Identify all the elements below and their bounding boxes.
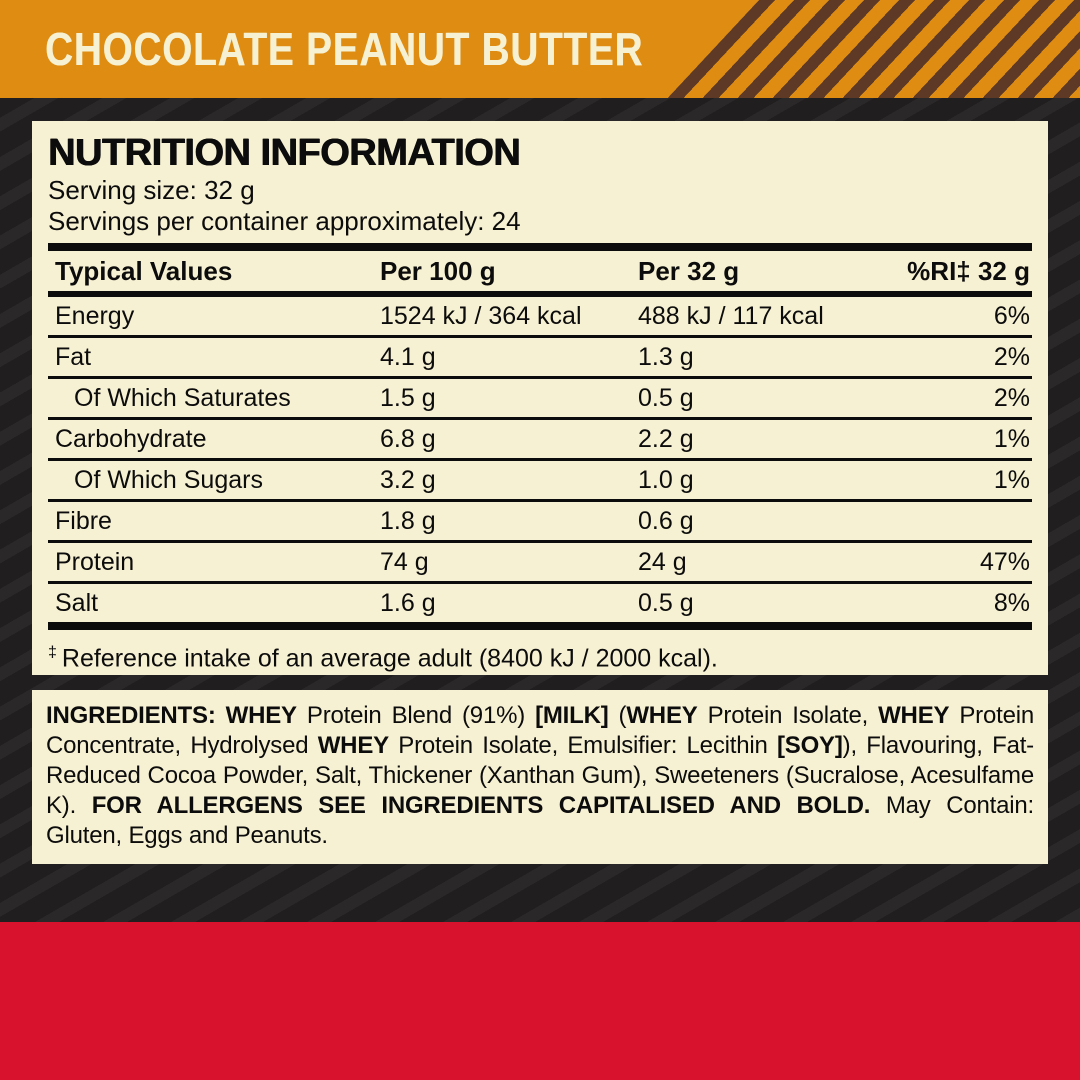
per-32g-value: 1.3 g <box>638 342 694 371</box>
ingredients-bold-segment: WHEY <box>317 732 389 759</box>
red-band <box>0 922 1080 1080</box>
flavor-title-wrap: CHOCOLATE PEANUT BUTTER <box>45 0 757 98</box>
ingredients-bold-segment: WHEY <box>626 702 698 729</box>
per-100g-value: 1.8 g <box>380 506 436 535</box>
footnote-text: Reference intake of an average adult (84… <box>61 644 718 673</box>
ingredients-bold-segment: WHEY <box>878 702 950 729</box>
ri-value: 2% <box>993 342 1030 371</box>
ingredients-segment: ( <box>608 702 627 729</box>
per-32g-value: 24 g <box>638 547 687 576</box>
per-32g-value: 1.0 g <box>638 465 694 494</box>
ingredients-segment: Protein Isolate, <box>697 702 879 729</box>
per-32g-value: 0.5 g <box>638 588 694 617</box>
nutrient-name: Protein <box>55 547 135 576</box>
nutrient-name: Fibre <box>55 506 112 535</box>
per-100g-value: 74 g <box>380 547 429 576</box>
per-32g-value: 488 kJ / 117 kcal <box>638 301 824 330</box>
ingredients-bold-segment: [SOY] <box>776 732 843 759</box>
ingredients-segment: Protein Concentrate, Hydrolysed <box>46 702 1034 759</box>
ri-value: 6% <box>993 301 1030 330</box>
servings-per-container-text: Servings per container approximately: 24 <box>48 206 521 236</box>
per-32g-value: 2.2 g <box>638 424 694 453</box>
table-header-row: Typical Values Per 100 g Per 32 g %RI‡ 32 g <box>48 251 1032 297</box>
nutrient-name: Carbohydrate <box>55 424 207 453</box>
per-100g-value: 6.8 g <box>380 424 436 453</box>
dagger-symbol: ‡ <box>48 644 57 661</box>
ingredients-segment: Protein Isolate, Emulsifier: Lecithin <box>388 732 777 759</box>
column-header: Per 32 g <box>638 255 740 286</box>
table-row: Fibre 1.8 g 0.6 g <box>48 502 1032 543</box>
per-100g-value: 4.1 g <box>380 342 436 371</box>
column-header: Typical Values <box>55 255 233 286</box>
nutrient-name: Of Which Sugars <box>74 465 263 494</box>
table-row: Salt 1.6 g 0.5 g 8% <box>48 584 1032 622</box>
ingredients-text: INGREDIENTS: WHEY Protein Blend (91%) [M… <box>46 701 1034 851</box>
per-100g-value: 3.2 g <box>380 465 436 494</box>
ri-value: 1% <box>993 465 1030 494</box>
ri-value: 1% <box>993 424 1030 453</box>
ingredients-segment: Protein Blend (91%) <box>296 702 536 729</box>
serving-size-text: Serving size: 32 g <box>48 175 255 205</box>
table-row: Of Which Saturates 1.5 g 0.5 g 2% <box>48 379 1032 420</box>
ingredients-segment: May Contain: Gluten, Eggs and Peanuts. <box>46 792 1034 849</box>
per-32g-value: 0.5 g <box>638 383 694 412</box>
table-row: Protein 74 g 24 g 47% <box>48 543 1032 584</box>
ingredients-bold-segment: FOR ALLERGENS SEE INGREDIENTS CAPITALISE… <box>91 792 871 819</box>
ingredients-bold-segment: [MILK] <box>535 702 609 729</box>
nutrient-name: Energy <box>55 301 135 330</box>
ingredients-bold-segment: WHEY <box>225 702 297 729</box>
table-row: Energy 1524 kJ / 364 kcal 488 kJ / 117 kca… <box>48 297 1032 338</box>
column-header: %RI‡ 32 g <box>907 255 1030 286</box>
ri-value: 8% <box>993 588 1030 617</box>
ingredients-panel: INGREDIENTS: WHEY Protein Blend (91%) [M… <box>32 690 1048 864</box>
ri-value: 47% <box>979 547 1030 576</box>
nutrition-panel: NUTRITION INFORMATION Serving size: 32 g… <box>32 121 1048 675</box>
per-100g-value: 1.6 g <box>380 588 436 617</box>
table-row: Fat 4.1 g 1.3 g 2% <box>48 338 1032 379</box>
per-100g-value: 1524 kJ / 364 kcal <box>380 301 582 330</box>
ingredients-segment: ), Flavouring, Fat-Reduced Cocoa Powder,… <box>46 732 1034 819</box>
nutrition-table: Typical Values Per 100 g Per 32 g %RI‡ 32 g… <box>48 243 1032 630</box>
nutrient-name: Of Which Saturates <box>74 383 291 412</box>
flavor-title: CHOCOLATE PEANUT BUTTER <box>45 23 644 75</box>
column-header: Per 100 g <box>380 255 496 286</box>
reference-intake-footnote: ‡ Reference intake of an average adult (8… <box>48 639 1032 672</box>
table-row: Carbohydrate 6.8 g 2.2 g 1% <box>48 420 1032 461</box>
ingredients-bold-segment: INGREDIENTS: <box>46 702 226 729</box>
per-100g-value: 1.5 g <box>380 383 436 412</box>
nutrient-name: Salt <box>55 588 99 617</box>
per-32g-value: 0.6 g <box>638 506 694 535</box>
nutrient-name: Fat <box>55 342 92 371</box>
nutrition-heading: NUTRITION INFORMATION <box>48 132 521 174</box>
ri-value: 2% <box>993 383 1030 412</box>
flavor-banner: CHOCOLATE PEANUT BUTTER <box>0 0 1080 98</box>
table-row: Of Which Sugars 3.2 g 1.0 g 1% <box>48 461 1032 502</box>
